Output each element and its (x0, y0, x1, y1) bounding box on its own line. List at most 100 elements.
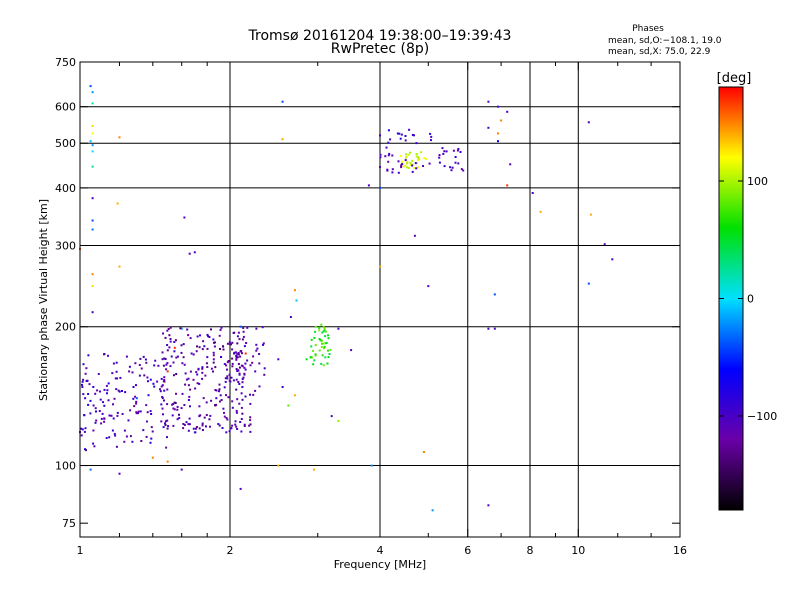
data-point (587, 121, 590, 124)
data-point (212, 338, 215, 341)
data-point (196, 345, 198, 348)
data-point (242, 335, 245, 338)
data-point (235, 425, 238, 428)
data-point (102, 401, 104, 404)
data-point (169, 326, 172, 329)
data-point (234, 423, 237, 426)
data-point (258, 362, 261, 365)
data-point (452, 149, 455, 152)
x-tick-label: 6 (464, 544, 471, 557)
data-point (173, 401, 176, 404)
data-point (84, 448, 86, 451)
data-point (187, 334, 190, 337)
data-point (159, 390, 162, 393)
data-point (337, 327, 340, 330)
data-point (411, 164, 414, 167)
data-point (245, 342, 248, 344)
data-point (243, 425, 246, 427)
chart-title: Tromsø 20161204 19:38:00–19:39:43 (248, 28, 512, 44)
data-point (162, 332, 164, 335)
data-point (387, 129, 390, 132)
data-point (163, 357, 166, 360)
data-point (81, 386, 84, 388)
data-point (391, 168, 394, 171)
data-point (145, 361, 148, 364)
x-tick-label: 10 (571, 544, 585, 557)
data-point (205, 362, 208, 365)
data-point (215, 389, 218, 392)
data-point (150, 437, 153, 440)
data-point (206, 347, 209, 350)
data-point (165, 363, 168, 366)
data-point (244, 352, 247, 355)
data-point (187, 399, 190, 401)
x-axis-label: Frequency [MHz] (334, 558, 426, 571)
data-point (430, 135, 433, 138)
data-point (450, 169, 453, 172)
data-point (400, 166, 403, 169)
data-point (143, 374, 146, 377)
data-point (320, 323, 323, 326)
data-point (149, 410, 152, 413)
data-point (241, 381, 244, 384)
data-point (161, 384, 164, 387)
data-point (135, 400, 138, 403)
data-point (404, 164, 407, 167)
data-point (229, 343, 232, 346)
data-point (236, 335, 239, 338)
data-point (321, 331, 324, 334)
data-point (219, 348, 221, 350)
data-point (185, 421, 188, 424)
data-point (169, 340, 172, 343)
data-point (416, 162, 418, 165)
data-point (406, 162, 409, 165)
data-point (91, 228, 94, 231)
data-point (123, 429, 126, 432)
data-point (323, 347, 325, 350)
data-point (161, 407, 164, 410)
data-point (218, 334, 221, 337)
data-point (121, 390, 123, 392)
data-point (430, 139, 432, 142)
data-point (83, 414, 86, 417)
data-point (379, 153, 382, 156)
data-point (161, 351, 164, 354)
data-point (258, 353, 261, 355)
data-point (311, 356, 314, 359)
data-point (146, 376, 149, 379)
data-point (261, 326, 264, 329)
data-point (111, 429, 114, 432)
data-point (244, 368, 247, 371)
data-point (88, 383, 91, 386)
data-point (397, 160, 400, 163)
x-tick-label: 4 (377, 544, 384, 557)
data-point (86, 379, 89, 382)
data-point (153, 385, 156, 388)
data-point (210, 399, 213, 402)
data-point (91, 132, 94, 135)
data-point (97, 373, 100, 375)
data-point (239, 355, 242, 358)
data-point (241, 352, 243, 355)
data-point (89, 468, 92, 471)
data-point (166, 362, 169, 365)
data-point (223, 411, 225, 414)
data-point (325, 342, 328, 345)
data-point (118, 136, 121, 139)
data-point (228, 373, 231, 376)
data-point (255, 349, 258, 352)
data-point (163, 389, 166, 392)
data-point (449, 166, 452, 169)
data-point (206, 366, 209, 368)
data-point (441, 147, 444, 150)
data-point (95, 410, 97, 413)
data-point (218, 388, 221, 391)
y-tick-label: 500 (55, 137, 76, 150)
data-point (402, 165, 405, 168)
data-point (197, 368, 200, 371)
data-point (160, 403, 163, 406)
data-point (387, 160, 390, 163)
data-point (214, 366, 217, 369)
data-point (189, 370, 192, 373)
